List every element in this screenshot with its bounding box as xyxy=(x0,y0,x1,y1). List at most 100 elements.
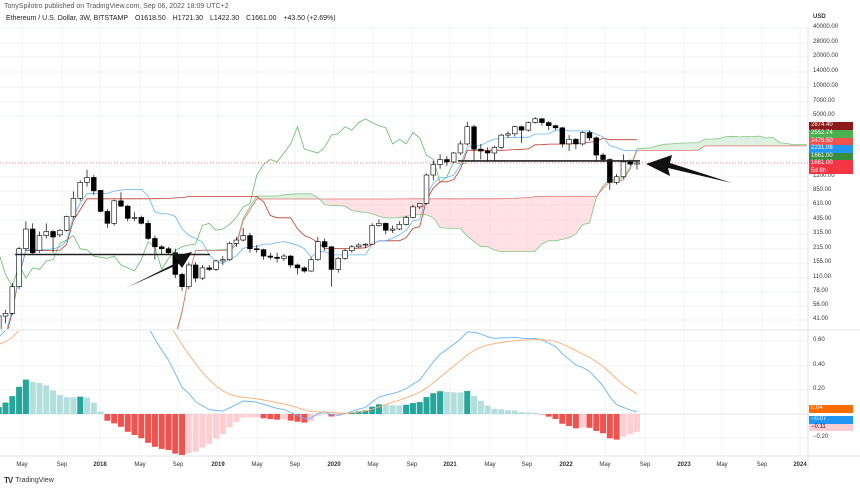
time-axis-label: 2018 xyxy=(93,462,107,468)
macd-axis-label: 0.20 xyxy=(813,386,825,392)
histogram-bar xyxy=(246,414,253,418)
histogram-bar xyxy=(192,414,199,452)
price-tag: 1661.00 xyxy=(809,152,853,160)
candle xyxy=(186,262,192,290)
candle-body xyxy=(518,126,525,131)
histogram-bar xyxy=(409,403,416,414)
candle-body xyxy=(437,159,443,165)
candle xyxy=(403,215,409,226)
price-tag: 1661.00 5d 8h xyxy=(809,160,853,174)
candle xyxy=(491,145,498,162)
histogram-bar xyxy=(464,390,471,414)
candle xyxy=(131,212,138,222)
histogram-bar xyxy=(219,414,226,435)
time-axis-label: May xyxy=(16,462,28,468)
histogram-bar xyxy=(600,414,607,434)
candle xyxy=(247,232,253,253)
candle-body xyxy=(403,217,409,225)
cloud-segment xyxy=(148,371,155,377)
candle xyxy=(383,222,389,235)
candle-body xyxy=(118,200,124,207)
cloud-segment xyxy=(399,198,407,218)
histogram-bar xyxy=(185,414,192,454)
candle xyxy=(457,140,464,156)
histogram-bar xyxy=(206,414,213,444)
symbol-legend: Ethereum / U.S. Dollar, 3W, BITSTAMP O16… xyxy=(6,15,341,22)
lagging-span xyxy=(0,118,468,288)
candle xyxy=(260,248,267,260)
price-axis-label: 435.00 xyxy=(813,216,832,222)
candle xyxy=(0,315,2,329)
time-axis-label: 2024 xyxy=(793,462,807,468)
candle-body xyxy=(627,161,633,165)
cloud-segment xyxy=(270,196,278,199)
cloud-segment xyxy=(474,198,481,247)
candle xyxy=(97,189,104,213)
histogram-bar xyxy=(124,414,131,432)
cloud-segment xyxy=(385,199,393,218)
candle xyxy=(579,131,586,146)
candle xyxy=(9,283,16,316)
time-axis-label: May xyxy=(716,462,728,468)
cloud-segment xyxy=(494,198,502,252)
histogram-bar xyxy=(97,411,104,414)
histogram-bar xyxy=(627,414,634,435)
symbol-title[interactable]: Ethereum / U.S. Dollar, 3W, BITSTAMP xyxy=(6,15,129,22)
time-axis-label: 2023 xyxy=(677,462,691,468)
cloud-segment xyxy=(528,196,536,252)
candle-body xyxy=(376,223,382,226)
time-axis-label: May xyxy=(134,462,146,468)
histogram-bar xyxy=(491,408,498,414)
candle xyxy=(349,245,355,253)
cloud-segment xyxy=(508,198,515,252)
candle-body xyxy=(57,229,63,236)
histogram-bar xyxy=(90,402,97,414)
histogram-bar xyxy=(50,390,57,414)
histogram-bar xyxy=(430,393,437,414)
histogram-bar xyxy=(9,396,16,414)
candle-body xyxy=(77,182,83,199)
cloud-segment xyxy=(725,136,733,146)
histogram-bar xyxy=(484,405,491,414)
cloud-segment xyxy=(487,198,495,251)
arrow-2018 xyxy=(126,252,192,288)
cloud-segment xyxy=(766,137,773,146)
candle-body xyxy=(138,217,145,224)
histogram-bar xyxy=(267,414,274,420)
cloud-segment xyxy=(290,193,298,199)
candle-body xyxy=(396,224,403,230)
candle-body xyxy=(281,255,287,259)
cloud-segment xyxy=(541,196,549,245)
candle-body xyxy=(634,162,640,165)
candle xyxy=(315,236,321,261)
cloud-segment xyxy=(358,199,366,213)
histogram-bar xyxy=(260,414,267,419)
candle-body xyxy=(498,134,504,148)
cloud-segment xyxy=(650,145,658,151)
candle xyxy=(423,173,430,205)
cloud-segment xyxy=(752,136,760,146)
candle-body xyxy=(159,246,165,250)
tradingview-logo[interactable]: TV TradingView xyxy=(4,476,54,485)
time-axis-label: May xyxy=(367,462,379,468)
histogram-bar xyxy=(559,414,566,424)
ohlc-open: O1618.50 xyxy=(134,15,166,22)
base-line xyxy=(7,137,637,329)
candle xyxy=(396,221,403,231)
cloud-segment xyxy=(569,196,576,238)
candle xyxy=(593,136,599,162)
histogram-bar xyxy=(369,406,376,414)
candle xyxy=(437,154,443,169)
publisher-line: TonySpilotro published on TradingView.co… xyxy=(4,3,229,10)
candle-body xyxy=(559,127,566,145)
candle-body xyxy=(186,264,192,287)
cloud-segment xyxy=(480,198,488,247)
price-axis-label: 5000.00 xyxy=(813,112,835,118)
price-axis-label: 7000.00 xyxy=(813,98,835,104)
candle-body xyxy=(546,122,552,126)
price-axis-label: 14000.00 xyxy=(813,68,839,74)
candle xyxy=(355,243,362,248)
cloud-segment xyxy=(351,199,359,212)
price-axis-label: 1200.00 xyxy=(813,173,835,179)
